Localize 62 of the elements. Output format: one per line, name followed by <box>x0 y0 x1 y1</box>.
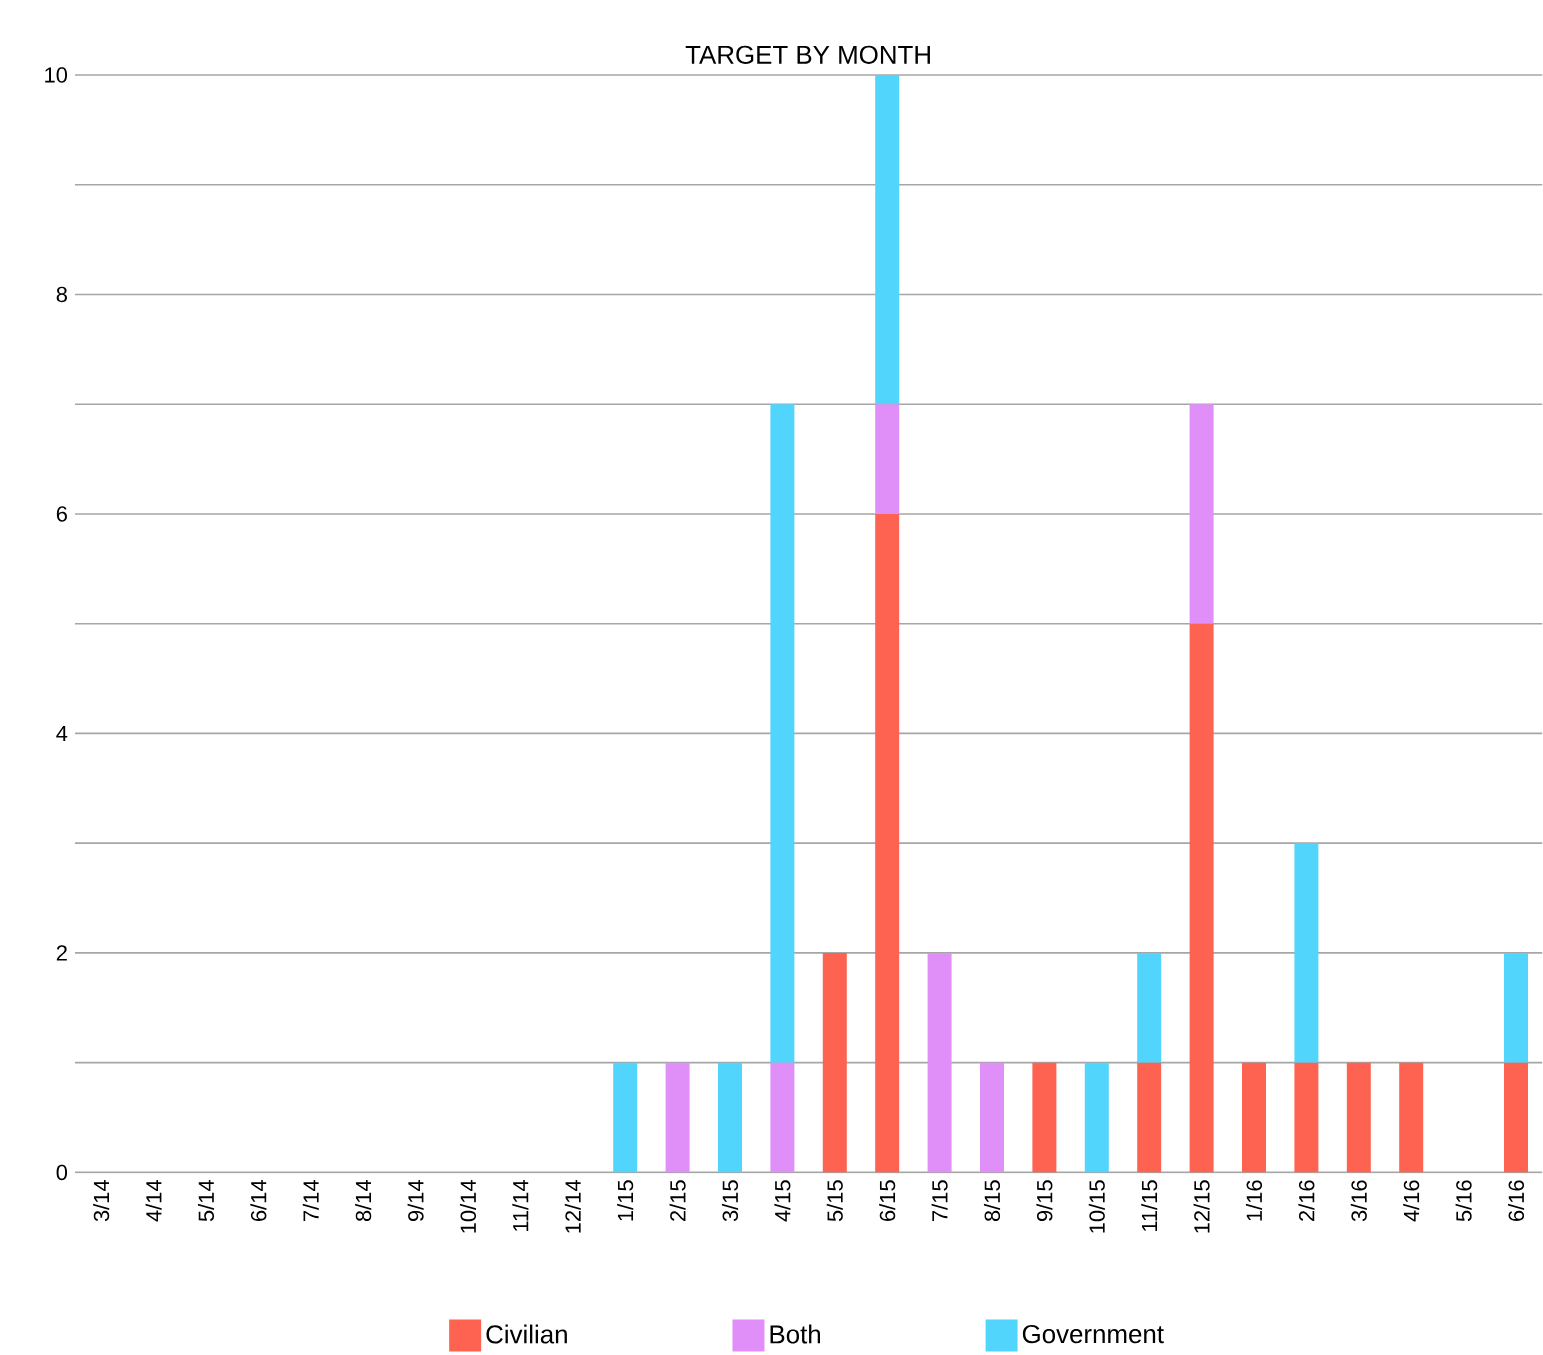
x-tick-label: 3/16 <box>1350 1180 1367 1222</box>
x-tick-label: 6/14 <box>250 1179 267 1221</box>
bar <box>665 1062 690 1173</box>
x-tick-label: 5/15 <box>826 1180 843 1221</box>
bar <box>1084 1062 1109 1173</box>
bar <box>1504 952 1529 1063</box>
legend-label: Government <box>1022 1324 1164 1344</box>
y-tick-label: 2 <box>56 945 67 961</box>
bar <box>770 403 795 1063</box>
x-tick-label: 6/15 <box>879 1180 896 1221</box>
bar <box>1137 1062 1162 1173</box>
bar <box>875 513 900 1173</box>
x-tick-label: 12/15 <box>1193 1180 1210 1233</box>
bar <box>1189 623 1214 1173</box>
bar <box>927 952 952 1173</box>
x-tick-label: 4/15 <box>774 1180 791 1222</box>
bar <box>1189 403 1214 624</box>
x-tick-label: 8/14 <box>355 1179 372 1221</box>
x-tick-label: 1/16 <box>1245 1180 1263 1221</box>
bar <box>1346 1062 1371 1173</box>
x-tick-label: 10/14 <box>459 1179 477 1233</box>
legend-label: Both <box>770 1324 821 1344</box>
legend-label: Civilian <box>486 1324 567 1344</box>
x-tick-label: 1/15 <box>617 1180 634 1221</box>
bar <box>1137 952 1162 1063</box>
bar <box>875 403 900 514</box>
bar <box>1504 1062 1529 1173</box>
bar <box>1399 1062 1424 1173</box>
bar <box>1242 1062 1266 1173</box>
y-tick-label: 6 <box>56 505 67 522</box>
bar <box>1294 842 1319 1063</box>
bar <box>718 1062 742 1173</box>
bar <box>613 1062 638 1173</box>
x-tick-label: 10/15 <box>1088 1180 1105 1233</box>
x-tick-label: 11/15 <box>1141 1180 1158 1231</box>
x-tick-label: 2/15 <box>669 1180 686 1221</box>
x-tick-label: 3/15 <box>721 1180 739 1222</box>
x-tick-label: 8/15 <box>983 1180 1001 1221</box>
x-tick-label: 5/14 <box>197 1179 215 1221</box>
x-tick-label: 4/14 <box>145 1179 162 1222</box>
x-tick-label: 6/16 <box>1507 1180 1525 1221</box>
x-tick-label: 2/16 <box>1298 1180 1315 1221</box>
x-tick-label: 11/14 <box>512 1179 529 1231</box>
x-tick-label: 3/14 <box>93 1179 110 1222</box>
y-tick-label: 4 <box>56 725 68 741</box>
bar <box>980 1062 1004 1173</box>
x-tick-label: 9/15 <box>1036 1180 1053 1221</box>
x-tick-label: 9/14 <box>407 1179 424 1221</box>
x-tick-label: 7/15 <box>931 1180 948 1221</box>
y-tick-label: 8 <box>56 286 67 302</box>
bar <box>1032 1062 1057 1173</box>
x-tick-label: 4/16 <box>1403 1180 1420 1222</box>
x-tick-label: 12/14 <box>564 1179 581 1233</box>
x-tick-label: 5/16 <box>1455 1180 1472 1221</box>
y-tick-label: 0 <box>56 1164 68 1180</box>
bar <box>1294 1062 1319 1173</box>
bar <box>875 74 900 404</box>
y-tick-label: 10 <box>45 67 68 83</box>
x-tick-label: 7/14 <box>302 1179 319 1221</box>
chart-title: TARGET BY MONTH <box>685 45 930 64</box>
bar <box>770 1062 795 1173</box>
bar <box>822 952 847 1173</box>
